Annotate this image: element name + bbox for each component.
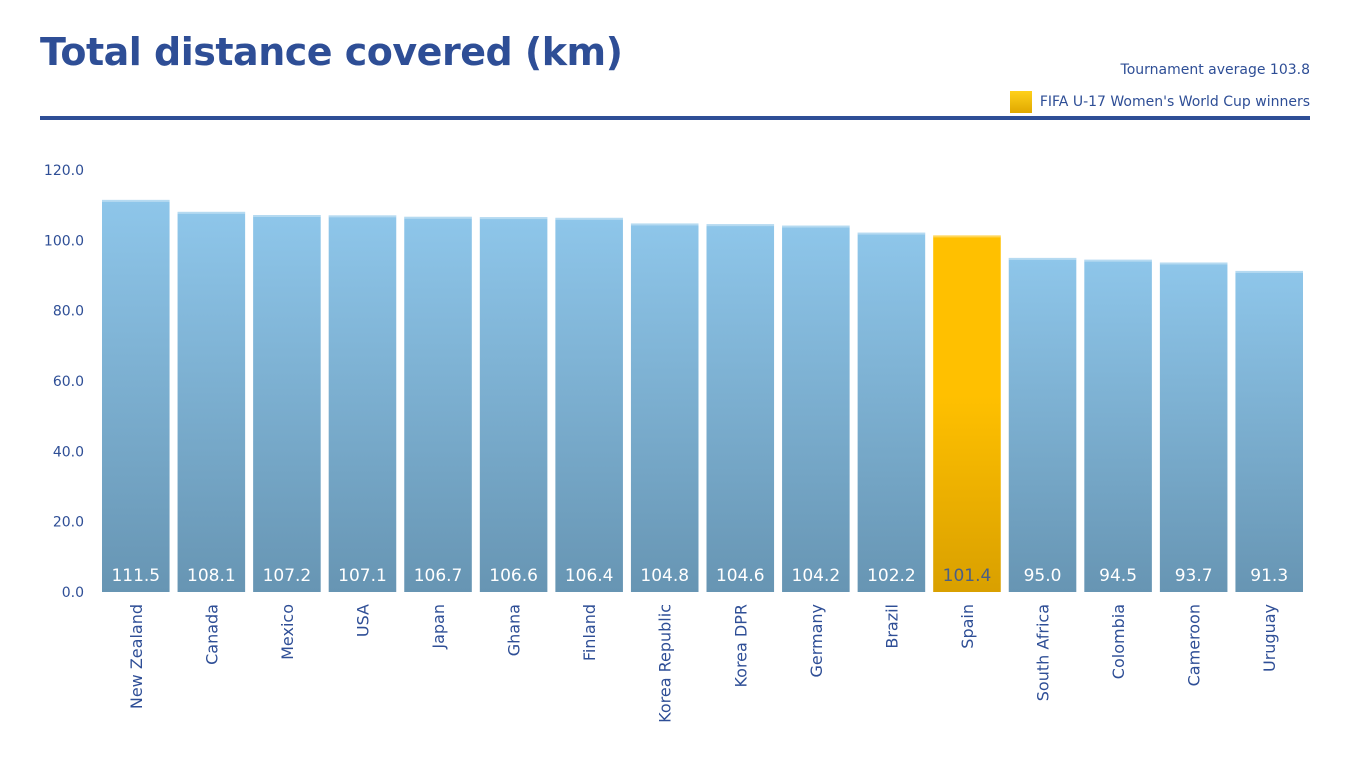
data-label: 94.5: [1099, 566, 1137, 586]
x-tick-label: Mexico: [278, 604, 297, 660]
data-label: 107.1: [338, 566, 387, 586]
y-tick-label: 60.0: [53, 374, 84, 390]
bar-colombia: [1084, 259, 1152, 592]
bar-finland: [555, 217, 623, 592]
x-tick-label: Uruguay: [1260, 604, 1279, 672]
data-label: 104.6: [716, 566, 765, 586]
legend-swatch: [1009, 91, 1032, 113]
data-label: 106.7: [414, 566, 463, 586]
bar-highlight: [102, 199, 170, 202]
y-axis: 0.0 20.0 40.0 60.0 80.0 100.0 120.0: [44, 163, 84, 601]
bar-canada: [177, 211, 246, 592]
bar-south-africa: [1008, 257, 1077, 592]
x-tick-label: Finland: [580, 604, 599, 661]
x-tick-label: Spain: [958, 604, 977, 649]
x-tick-label: Japan: [429, 604, 448, 650]
bar-ghana: [479, 217, 548, 592]
data-label: 95.0: [1024, 566, 1062, 586]
bar-spain: [933, 235, 1001, 592]
x-tick-label: Cameroon: [1185, 604, 1204, 686]
x-tick-label: Colombia: [1109, 604, 1128, 679]
bar-highlight: [177, 211, 246, 214]
x-tick-label: Canada: [202, 604, 221, 665]
bar-highlight: [782, 225, 850, 228]
bar-highlight: [1159, 262, 1228, 265]
x-tick-label: South Africa: [1034, 604, 1053, 701]
bar-highlight: [933, 235, 1001, 238]
data-label: 104.8: [640, 566, 689, 586]
y-tick-label: 100.0: [44, 233, 84, 249]
bar-highlight: [1084, 259, 1152, 262]
title-divider: [40, 116, 1310, 120]
legend: FIFA U-17 Women's World Cup winners: [1009, 91, 1310, 113]
y-tick-label: 20.0: [53, 515, 84, 531]
bar-highlight: [706, 224, 775, 227]
x-tick-label: New Zealand: [127, 604, 146, 709]
bar-highlight: [857, 232, 926, 235]
data-label: 104.2: [792, 566, 841, 586]
legend-label: FIFA U-17 Women's World Cup winners: [1039, 94, 1310, 110]
bar-mexico: [253, 215, 321, 592]
tournament-average-note: Tournament average 103.8: [1120, 62, 1310, 78]
x-tick-label: USA: [353, 604, 372, 637]
x-tick-label: Germany: [807, 604, 826, 678]
data-label: 111.5: [111, 566, 160, 586]
bar-usa: [328, 215, 397, 593]
bar-highlight: [328, 215, 397, 218]
bar-highlight: [630, 223, 699, 226]
bar-highlight: [555, 217, 623, 220]
data-label: 106.4: [565, 566, 614, 586]
data-label: 107.2: [263, 566, 312, 586]
bar-brazil: [857, 232, 926, 592]
bar-highlight: [253, 215, 321, 218]
data-label: 106.6: [489, 566, 538, 586]
x-tick-label: Brazil: [882, 604, 901, 649]
data-label: 108.1: [187, 566, 236, 586]
bar-cameroon: [1159, 262, 1228, 592]
data-label: 101.4: [943, 566, 992, 586]
data-label: 91.3: [1250, 566, 1288, 586]
y-tick-label: 40.0: [53, 444, 84, 460]
bar-highlight: [1008, 257, 1077, 260]
x-tick-label: Ghana: [505, 604, 524, 656]
x-tick-label: Korea Republic: [656, 604, 675, 723]
chart-title: Total distance covered (km): [40, 30, 623, 74]
bar-korea-dpr: [706, 224, 775, 592]
data-label: 102.2: [867, 566, 916, 586]
bar-new-zealand: [102, 199, 170, 592]
x-axis: New Zealand Canada Mexico USA Japan Ghana Finl…: [127, 604, 1279, 723]
y-tick-label: 80.0: [53, 304, 84, 320]
bars: 111.5 108.1 107.2 107.1 106.7 106.6 106.4 104.8…: [102, 199, 1303, 593]
x-tick-label: Korea DPR: [731, 604, 750, 688]
data-label: 93.7: [1175, 566, 1213, 586]
y-tick-label: 120.0: [44, 163, 84, 179]
y-tick-label: 0.0: [62, 585, 84, 601]
bar-uruguay: [1235, 270, 1303, 592]
bar-highlight: [479, 217, 548, 220]
bar-korea-republic: [630, 223, 699, 592]
bar-japan: [404, 216, 472, 592]
bar-germany: [782, 225, 850, 592]
bar-highlight: [1235, 270, 1303, 273]
bar-highlight: [404, 216, 472, 219]
